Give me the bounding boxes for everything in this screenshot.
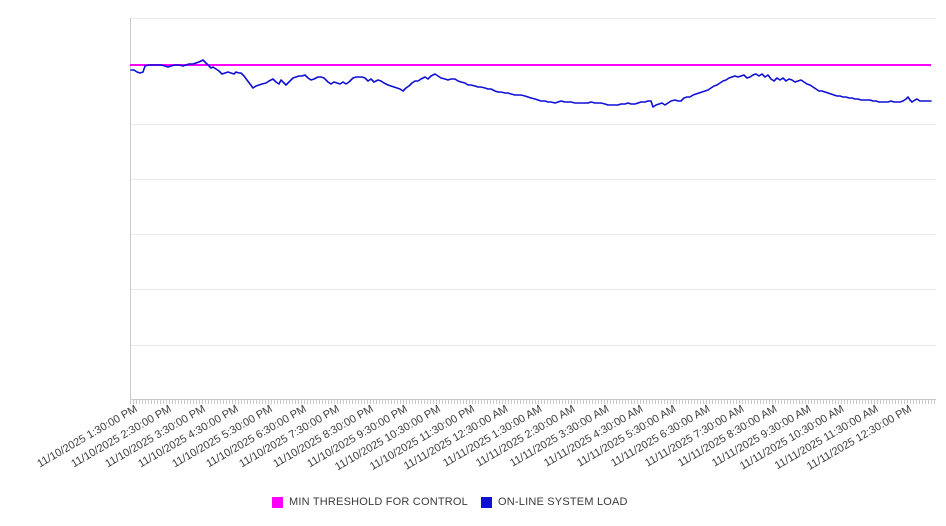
gridline [130, 234, 936, 235]
threshold-swatch-icon [272, 496, 283, 508]
x-axis-minor-ticks [130, 400, 936, 404]
legend-item-min-threshold[interactable]: MIN THRESHOLD FOR CONTROL [272, 496, 468, 508]
gridline [130, 289, 936, 290]
system-load-line [130, 59, 932, 108]
legend: MIN THRESHOLD FOR CONTROL ON-LINE SYSTEM… [272, 496, 628, 508]
gridline [130, 179, 936, 180]
y-axis-line [130, 18, 131, 404]
legend-label-system-load: ON-LINE SYSTEM LOAD [497, 496, 628, 508]
gridline [130, 18, 936, 19]
legend-label-min-threshold: MIN THRESHOLD FOR CONTROL [289, 496, 468, 508]
x-axis-line [130, 399, 936, 400]
gridline [130, 124, 936, 125]
load-swatch-icon [480, 496, 492, 508]
legend-item-system-load[interactable]: ON-LINE SYSTEM LOAD [480, 496, 628, 508]
gridline [130, 345, 936, 346]
